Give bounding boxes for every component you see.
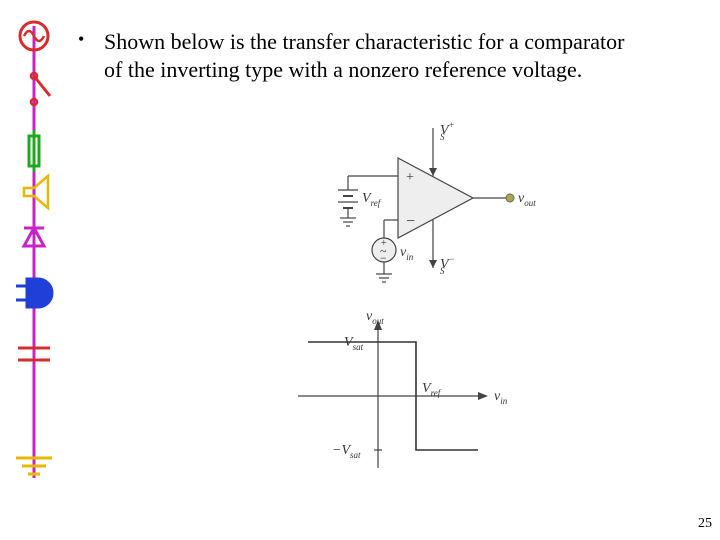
transfer-plot: vout vin Vsat −Vsat Vref xyxy=(298,309,508,468)
vout-label: vout xyxy=(518,191,536,208)
figures: + − V+ S V− S vout xyxy=(288,118,548,503)
x-axis-label: vin xyxy=(494,389,508,406)
y-axis-label: vout xyxy=(366,309,384,326)
vs-minus-sub: S xyxy=(440,266,445,276)
vs-minus-arrow xyxy=(429,260,437,268)
bullet-paragraph: • Shown below is the transfer characteri… xyxy=(78,28,638,83)
vref-label: Vref xyxy=(362,191,382,208)
fuse-icon xyxy=(29,130,39,172)
bullet-text: Shown below is the transfer characterist… xyxy=(104,28,638,83)
speaker-icon xyxy=(24,176,48,208)
page-number: 25 xyxy=(698,516,712,532)
vin-label: vin xyxy=(400,245,414,262)
x-axis-arrow xyxy=(478,392,488,400)
opamp-plus-label: + xyxy=(406,170,414,185)
vref-x-label: Vref xyxy=(422,381,442,398)
opamp-minus-label: − xyxy=(406,213,415,230)
comparator-circuit: + − V+ S V− S vout xyxy=(338,120,536,282)
vsat-neg-label: −Vsat xyxy=(332,443,361,460)
and-gate-icon xyxy=(16,278,53,308)
bullet-dot: • xyxy=(78,28,84,51)
vsat-pos-label: Vsat xyxy=(344,335,364,352)
vout-node xyxy=(506,194,514,202)
vs-plus-sub: S xyxy=(440,132,445,142)
sidebar-icons xyxy=(10,18,58,498)
